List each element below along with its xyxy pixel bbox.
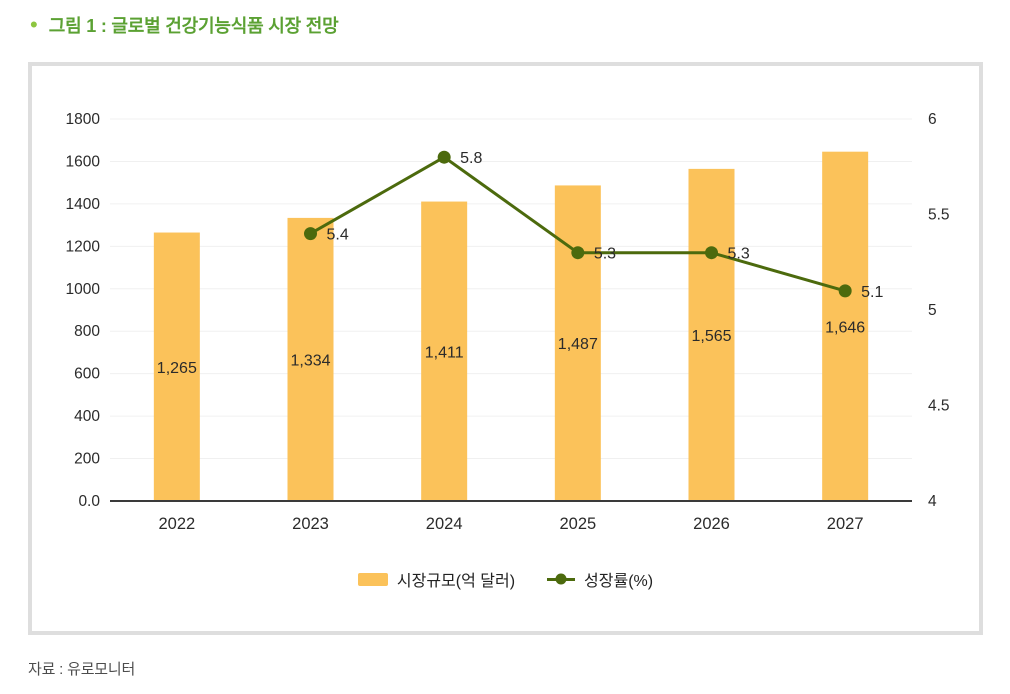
bar-2027 — [822, 151, 869, 501]
bar-2023 — [287, 217, 334, 501]
left-axis-tick: 1600 — [66, 153, 101, 170]
legend-label-market-size: 시장규모(억 달러) — [396, 573, 516, 590]
left-axis-tick: 400 — [74, 408, 100, 425]
left-axis-tick: 800 — [74, 323, 100, 340]
x-axis-label: 2026 — [693, 515, 730, 533]
right-axis-tick: 6 — [928, 111, 937, 128]
left-axis-tick: 0.0 — [78, 493, 100, 510]
bar-value-label: 1,411 — [425, 344, 464, 361]
line-point-2023 — [304, 227, 317, 241]
line-point-label: 5.8 — [460, 150, 482, 167]
chart-legend: 시장규모(억 달러) 성장률(%) — [32, 567, 979, 591]
bar-value-label: 1,646 — [825, 319, 865, 336]
line-marker-icon — [547, 573, 576, 585]
x-axis-label: 2022 — [158, 515, 195, 533]
right-axis-tick: 4 — [928, 493, 937, 510]
bar-2026 — [688, 168, 735, 501]
x-axis-label: 2024 — [426, 515, 463, 533]
left-axis-tick: 1800 — [66, 111, 101, 128]
x-axis-label: 2023 — [292, 515, 329, 533]
bar-value-label: 1,565 — [691, 328, 731, 345]
line-point-2027 — [838, 284, 852, 298]
line-point-label: 5.3 — [728, 246, 750, 263]
bullet-icon: • — [30, 12, 38, 37]
bar-swatch-icon — [357, 572, 388, 586]
line-point-2025 — [571, 246, 585, 260]
figure-header: • 그림 1 : 글로벌 건강기능식품 시장 전망 — [30, 12, 339, 38]
x-axis-label: 2027 — [827, 515, 864, 533]
bar-2024 — [421, 201, 468, 501]
line-point-label: 5.4 — [327, 227, 349, 244]
left-axis-tick: 1200 — [66, 238, 101, 255]
legend-item-growth-rate: 성장률(%) — [547, 567, 653, 591]
line-point-2026 — [705, 246, 718, 260]
legend-label-growth-rate: 성장률(%) — [584, 573, 654, 590]
line-dot-icon — [555, 573, 567, 585]
left-axis-tick: 1400 — [66, 196, 101, 213]
bar-value-label: 1,487 — [558, 336, 598, 353]
line-point-label: 5.3 — [594, 246, 616, 263]
bar-value-label: 1,265 — [157, 360, 197, 377]
right-axis-tick: 5 — [928, 302, 937, 319]
source-note: 자료 : 유로모니터 — [28, 661, 136, 678]
left-axis-tick: 600 — [74, 366, 100, 383]
bar-value-label: 1,334 — [290, 352, 330, 369]
right-axis-tick: 5.5 — [928, 207, 950, 224]
line-point-label: 5.1 — [861, 284, 883, 301]
left-axis-tick: 200 — [74, 451, 100, 468]
legend-item-market-size: 시장규모(억 달러) — [357, 567, 516, 591]
left-axis-tick: 1000 — [66, 281, 101, 298]
bar-2025 — [554, 185, 601, 502]
chart-card: 1,265 1,334 1,411 1,487 1,565 1,646 0.0 200 400 6… — [28, 62, 983, 635]
bar-2022 — [153, 232, 200, 502]
line-point-2024 — [437, 150, 451, 164]
chart-canvas: 1,265 1,334 1,411 1,487 1,565 1,646 0.0 200 400 6… — [66, 111, 950, 533]
x-axis-label: 2025 — [559, 515, 596, 533]
right-axis-tick: 4.5 — [928, 398, 950, 415]
figure-title: 그림 1 : 글로벌 건강기능식품 시장 전망 — [48, 16, 339, 36]
